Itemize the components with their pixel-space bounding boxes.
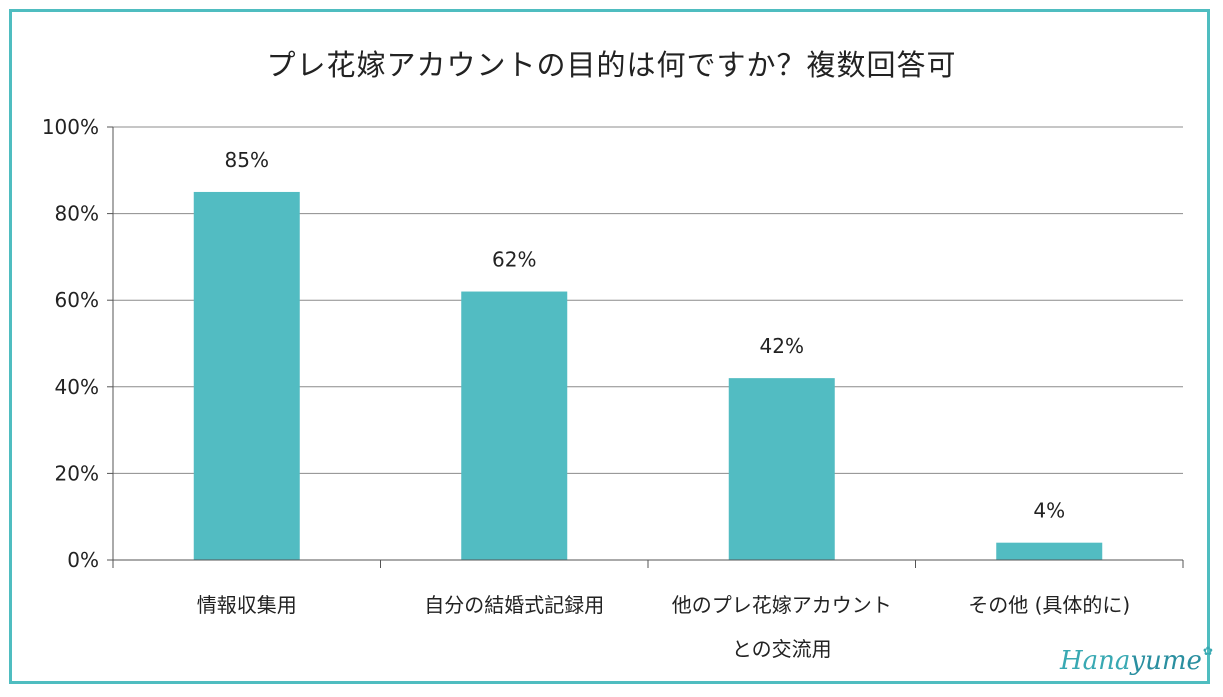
category-label: その他 (具体的に) xyxy=(968,593,1130,617)
hanayume-logo: Hanayume✿ xyxy=(1060,644,1213,676)
y-tick-label: 40% xyxy=(55,375,99,399)
bar xyxy=(193,191,300,560)
category-label: 他のプレ花嫁アカウント xyxy=(672,593,892,617)
data-label: 62% xyxy=(492,248,536,272)
y-tick-label: 60% xyxy=(55,288,99,312)
category-label: との交流用 xyxy=(732,637,832,661)
data-label: 85% xyxy=(225,148,269,172)
data-label: 4% xyxy=(1033,499,1065,523)
bar xyxy=(461,291,568,560)
logo-text-yume: yume xyxy=(1130,646,1202,676)
category-label: 自分の結婚式記録用 xyxy=(424,593,604,617)
bar xyxy=(996,542,1103,560)
chart-title: プレ花嫁アカウントの目的は何ですか？複数回答可 xyxy=(266,48,957,82)
flower-icon: ✿ xyxy=(1202,644,1213,658)
bar xyxy=(728,378,835,560)
category-label: 情報収集用 xyxy=(197,593,297,617)
y-tick-label: 80% xyxy=(55,202,99,226)
y-tick-label: 0% xyxy=(67,548,99,572)
data-label: 42% xyxy=(760,334,804,358)
logo-text-hana: Hana xyxy=(1060,646,1131,676)
y-tick-label: 100% xyxy=(42,115,99,139)
y-tick-label: 20% xyxy=(55,461,99,485)
